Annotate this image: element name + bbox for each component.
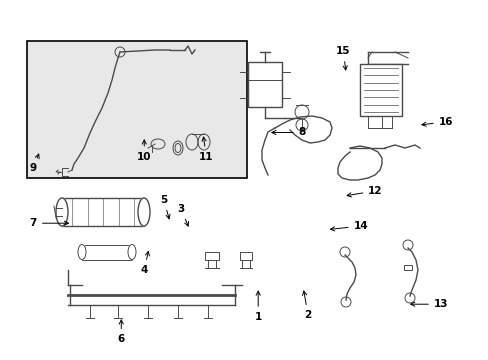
Text: 9: 9 [30,154,39,174]
Text: 15: 15 [335,46,350,70]
Text: 10: 10 [137,140,151,162]
Bar [247,62,282,107]
Ellipse shape [128,244,136,260]
Text: 4: 4 [140,251,149,275]
Ellipse shape [56,198,68,226]
Bar [27,41,246,178]
Text: 1: 1 [254,291,261,322]
Ellipse shape [138,198,150,226]
Text: 14: 14 [330,221,367,231]
Bar [204,252,219,260]
Text: 2: 2 [302,291,311,320]
Text: 13: 13 [410,299,447,309]
Text: 12: 12 [346,186,382,197]
Text: 8: 8 [271,127,305,138]
Text: 5: 5 [160,195,170,219]
Ellipse shape [78,244,86,260]
Bar [240,252,251,260]
Bar [359,64,401,116]
Bar [403,265,411,270]
Text: 6: 6 [118,320,124,344]
Bar [82,245,132,260]
Text: 3: 3 [177,204,188,226]
Text: 11: 11 [199,137,213,162]
Text: 16: 16 [421,117,452,127]
Text: 7: 7 [29,218,68,228]
Bar [62,198,143,226]
